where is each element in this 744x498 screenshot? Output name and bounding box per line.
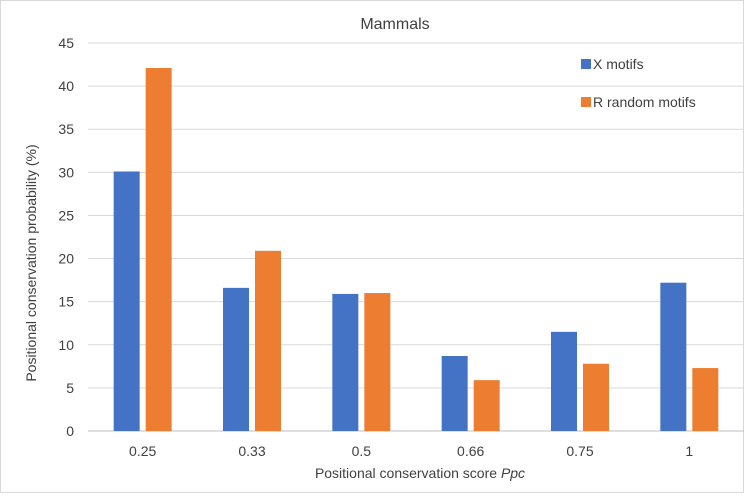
- bar-x-motifs: [223, 288, 249, 431]
- legend-label: R random motifs: [593, 94, 696, 110]
- y-tick-label: 5: [66, 380, 74, 396]
- chart-title: Mammals: [360, 16, 429, 33]
- x-axis-label: Positional conservation score Ppc: [315, 465, 525, 481]
- y-tick-label: 35: [58, 121, 74, 137]
- bar-x-motifs: [114, 171, 140, 431]
- x-tick-label: 0.33: [238, 443, 265, 459]
- bar-r-random-motifs: [364, 293, 390, 431]
- y-tick-label: 20: [58, 251, 74, 267]
- y-axis-label: Positional conservation probability (%): [23, 144, 39, 381]
- bar-r-random-motifs: [583, 364, 609, 431]
- bar-r-random-motifs: [146, 68, 172, 431]
- y-tick-label: 40: [58, 78, 74, 94]
- y-tick-label: 10: [58, 337, 74, 353]
- legend-swatch: [581, 97, 591, 107]
- bar-r-random-motifs: [255, 251, 281, 431]
- y-tick-label: 30: [58, 164, 74, 180]
- legend-label: X motifs: [593, 56, 644, 72]
- x-tick-label: 0.66: [457, 443, 484, 459]
- x-tick-label: 0.5: [352, 443, 372, 459]
- bar-x-motifs: [332, 294, 358, 431]
- bar-x-motifs: [442, 356, 468, 431]
- y-tick-label: 25: [58, 207, 74, 223]
- bar-x-motifs: [660, 283, 686, 431]
- x-axis-label-text: Positional conservation score: [315, 465, 497, 481]
- x-tick-label: 0.75: [566, 443, 593, 459]
- bar-r-random-motifs: [692, 368, 718, 431]
- y-tick-label: 0: [66, 423, 74, 439]
- y-tick-label: 45: [58, 35, 74, 51]
- x-tick-label: 0.25: [129, 443, 156, 459]
- y-tick-label: 15: [58, 294, 74, 310]
- legend-swatch: [581, 59, 591, 69]
- x-axis-label-symbol: Ppc: [501, 465, 525, 481]
- bar-x-motifs: [551, 332, 577, 431]
- bar-r-random-motifs: [474, 380, 500, 431]
- x-tick-label: 1: [685, 443, 693, 459]
